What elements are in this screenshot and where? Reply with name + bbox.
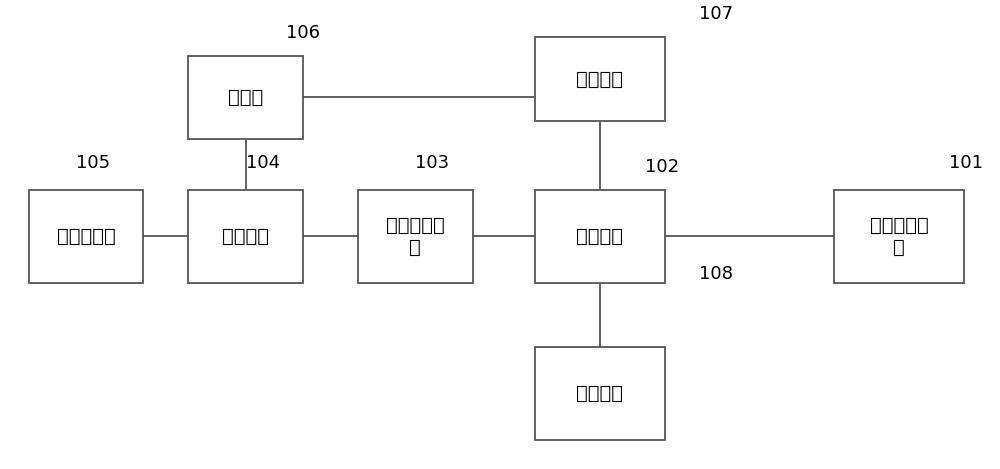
Bar <box>188 56 303 139</box>
Bar <box>834 190 964 282</box>
Text: 107: 107 <box>699 6 734 23</box>
Text: 104: 104 <box>246 153 280 172</box>
Text: 晶闸管组串: 晶闸管组串 <box>57 227 116 246</box>
Text: 触发器: 触发器 <box>228 88 263 107</box>
Text: 106: 106 <box>286 24 320 42</box>
Text: 保护模块: 保护模块 <box>576 384 623 403</box>
Bar <box>535 38 665 121</box>
Bar <box>188 190 303 282</box>
Text: 105: 105 <box>76 153 110 172</box>
Text: 执行模块: 执行模块 <box>576 69 623 89</box>
Text: 触发模块: 触发模块 <box>222 227 269 246</box>
Bar <box>29 190 143 282</box>
Text: 103: 103 <box>415 153 449 172</box>
Text: 102: 102 <box>645 158 679 176</box>
Text: 101: 101 <box>949 153 983 172</box>
Text: 人机交互模
块: 人机交互模 块 <box>870 216 928 257</box>
Bar <box>535 348 665 440</box>
Bar <box>535 190 665 282</box>
Text: 动态监测电
路: 动态监测电 路 <box>386 216 445 257</box>
Text: 108: 108 <box>699 265 733 282</box>
Bar <box>358 190 473 282</box>
Text: 主控制器: 主控制器 <box>576 227 623 246</box>
